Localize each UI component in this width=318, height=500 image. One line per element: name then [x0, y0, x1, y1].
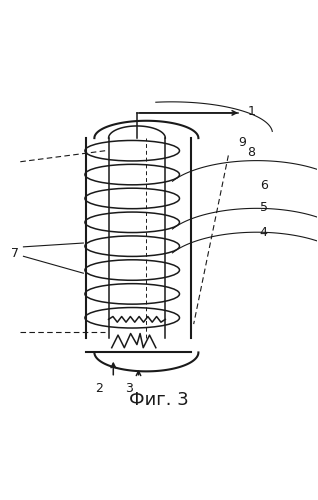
Text: 7: 7: [11, 246, 19, 260]
Text: Фиг. 3: Фиг. 3: [129, 390, 189, 408]
Text: 6: 6: [260, 179, 268, 192]
Text: 1: 1: [247, 106, 255, 118]
Text: 3: 3: [125, 382, 133, 394]
Text: 4: 4: [260, 226, 268, 239]
Text: 9: 9: [238, 136, 246, 149]
Text: 2: 2: [95, 382, 103, 394]
Text: 5: 5: [260, 201, 268, 214]
Text: 8: 8: [247, 146, 255, 159]
